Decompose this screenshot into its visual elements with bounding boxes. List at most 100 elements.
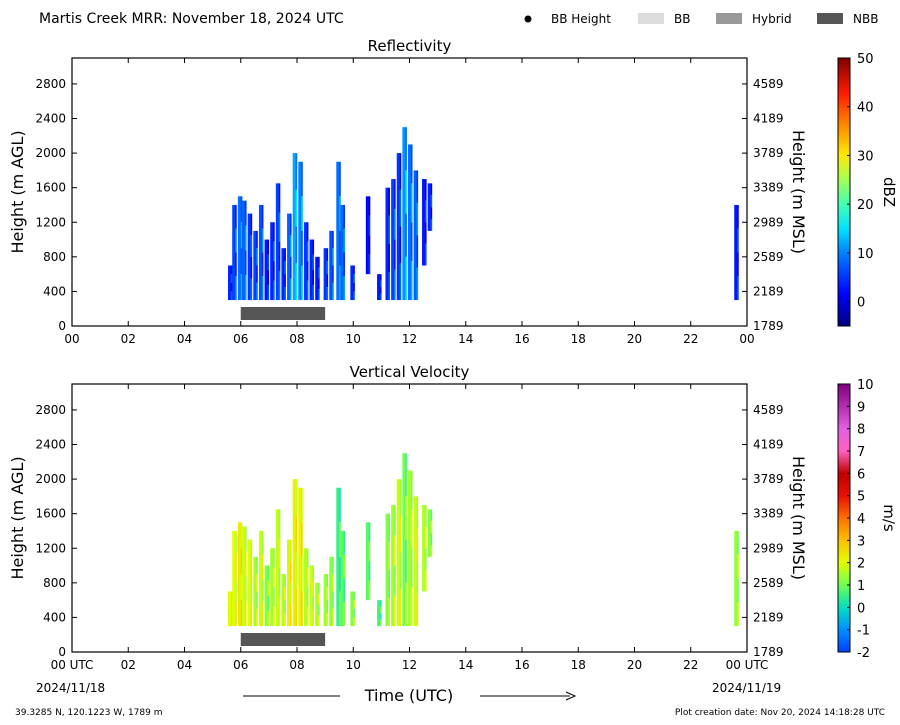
echo-column-texture <box>343 530 345 555</box>
colorbar-tick-label: 7 <box>857 445 865 460</box>
time-arrow-head <box>565 691 577 701</box>
y-tick-label: 0 <box>58 645 66 659</box>
echo-column-texture <box>235 602 237 627</box>
y-tick-label: 0 <box>58 319 66 333</box>
echo-column-texture <box>235 578 237 603</box>
echo-column-texture <box>244 526 247 552</box>
echo-column-texture <box>306 241 309 262</box>
echo-column-texture <box>295 552 298 590</box>
echo-column-texture <box>267 580 270 596</box>
echo-column-texture <box>250 235 253 257</box>
echo-column-texture <box>295 589 298 627</box>
echo-column-texture <box>343 602 345 627</box>
y2-tick-label: 4189 <box>753 112 784 126</box>
y-tick-label: 2400 <box>35 112 66 126</box>
echo-column-texture <box>301 230 303 266</box>
x-tick-label: 06 <box>233 332 248 346</box>
echo-column-texture <box>284 600 286 614</box>
x-tick-label: 14 <box>458 658 473 672</box>
echo-column-texture <box>250 539 253 562</box>
echo-column-texture <box>368 196 371 216</box>
y-tick-label: 2000 <box>35 472 66 486</box>
echo-column-texture <box>343 578 345 603</box>
echo-column-texture <box>424 243 427 266</box>
echo-column-texture <box>326 613 329 627</box>
echo-column-texture <box>312 284 315 301</box>
echo-column-texture <box>737 530 739 555</box>
colorbar-tick-label: -1 <box>857 624 870 639</box>
y2-tick-label: 2589 <box>753 576 784 590</box>
x-tick-label: 00 UTC <box>726 658 769 672</box>
echo-column-texture <box>394 269 396 301</box>
echo-column-texture <box>301 161 303 197</box>
y-axis-label: Height (m AGL) <box>8 456 27 579</box>
colorbar-tick-label: 10 <box>857 247 874 262</box>
echo-column-texture <box>416 593 419 627</box>
echo-column-texture <box>306 280 309 301</box>
echo-column-texture <box>295 189 298 227</box>
echo-column-texture <box>250 278 253 301</box>
echo-column <box>232 530 236 627</box>
echo-column-texture <box>240 274 243 301</box>
x-tick-label: 00 UTC <box>51 658 94 672</box>
echo-column-texture <box>405 582 407 627</box>
y2-tick-label: 3389 <box>753 181 784 195</box>
echo-column-texture <box>278 270 281 301</box>
nbb-bar <box>240 307 326 320</box>
echo-column-texture <box>301 487 303 523</box>
echo-column-texture <box>318 256 320 268</box>
colorbar-tick-label: 10 <box>857 378 874 393</box>
echo-column-texture <box>424 222 427 244</box>
echo-column-texture <box>424 505 427 527</box>
y-axis-label: Height (m AGL) <box>8 130 27 253</box>
echo-column <box>264 239 268 301</box>
echo-column-texture <box>424 179 427 201</box>
echo-column <box>396 479 400 627</box>
echo-column-texture <box>278 538 281 568</box>
echo-column-texture <box>273 587 275 607</box>
echo-column-texture <box>244 225 247 251</box>
x-tick-label: 16 <box>514 658 529 672</box>
y-tick-label: 400 <box>43 610 66 624</box>
echo-column-texture <box>379 600 382 607</box>
echo-column <box>422 505 426 592</box>
x-tick-label: 00 <box>739 332 754 346</box>
x-tick-label: 08 <box>289 332 304 346</box>
echo-column-texture <box>388 513 390 542</box>
x-tick-label: 20 <box>627 332 642 346</box>
echo-column-texture <box>416 496 419 529</box>
echo-column-texture <box>326 261 329 275</box>
echo-column <box>292 479 296 627</box>
x-tick-label: 22 <box>683 658 698 672</box>
echo-column-texture <box>430 195 433 208</box>
echo-column <box>242 200 246 301</box>
y-tick-label: 2800 <box>35 403 66 417</box>
echo-column-texture <box>430 533 433 546</box>
echo-column-texture <box>394 565 396 596</box>
x-tick-label: 04 <box>177 332 192 346</box>
echo-column <box>258 204 263 301</box>
echo-column <box>402 127 406 301</box>
x-tick-label: 20 <box>627 658 642 672</box>
echo-column-texture <box>368 235 371 255</box>
echo-column-texture <box>278 567 281 597</box>
echo-column-texture <box>284 613 286 627</box>
echo-column-texture <box>289 256 292 279</box>
echo-column-texture <box>343 204 345 229</box>
echo-column-texture <box>306 222 309 242</box>
echo-column-texture <box>353 282 355 292</box>
echo-column-texture <box>267 565 270 581</box>
x-tick-label: 22 <box>683 332 698 346</box>
echo-column-texture <box>430 545 433 557</box>
echo-column-texture <box>250 213 253 236</box>
echo-column-texture <box>273 280 275 301</box>
echo-column-texture <box>326 274 329 288</box>
echo-column-texture <box>339 556 341 592</box>
y2-tick-label: 2189 <box>753 610 784 624</box>
colorbar-label: dBZ <box>880 177 898 207</box>
echo-column-texture <box>737 204 739 229</box>
echo-column <box>287 539 291 627</box>
echo-column <box>402 453 406 627</box>
y2-tick-label: 2989 <box>753 215 784 229</box>
